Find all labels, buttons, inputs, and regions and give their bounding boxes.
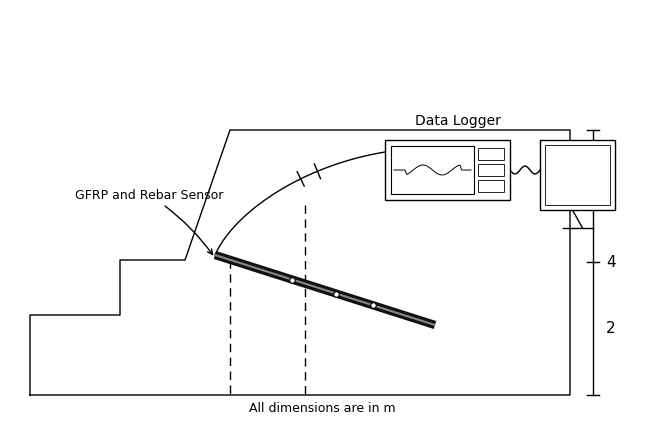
Bar (385, 140, 510, 200)
Bar (545, 145, 610, 205)
Bar (540, 140, 615, 210)
Bar (478, 148, 504, 160)
Text: GFRP and Rebar Sensor: GFRP and Rebar Sensor (75, 189, 223, 255)
Bar (391, 146, 474, 194)
Text: 4: 4 (606, 255, 616, 270)
Bar (478, 164, 504, 176)
Bar (478, 180, 504, 192)
Text: Data Logger: Data Logger (415, 114, 501, 128)
Text: 2: 2 (606, 321, 616, 336)
Text: All dimensions are in m: All dimensions are in m (249, 402, 396, 415)
